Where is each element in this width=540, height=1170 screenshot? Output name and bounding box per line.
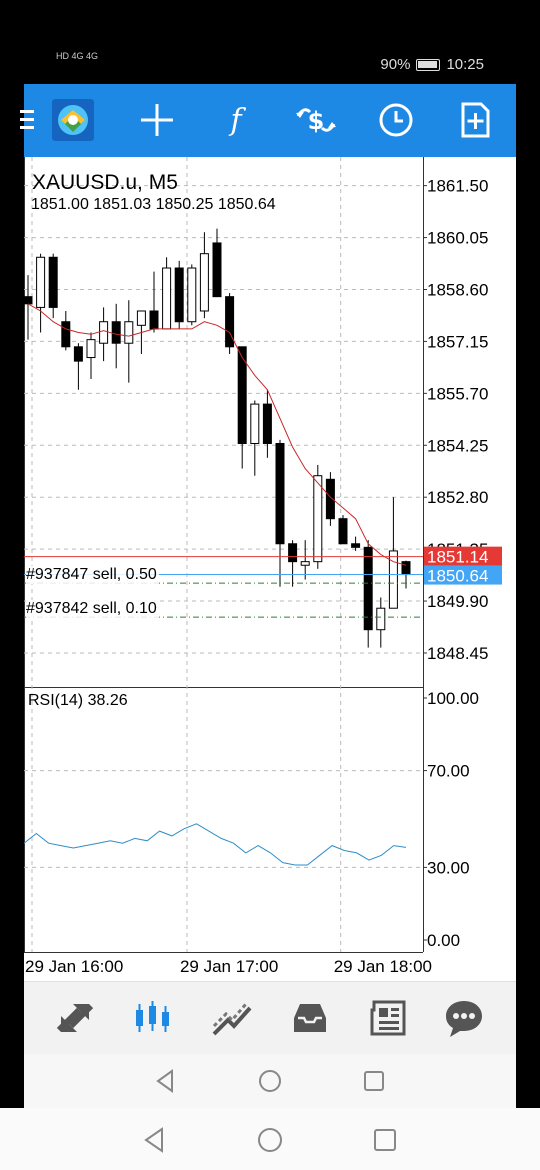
ask-price-box xyxy=(424,565,502,585)
candle-body xyxy=(325,478,335,520)
home-icon[interactable] xyxy=(255,1125,285,1155)
candle-body xyxy=(99,321,109,344)
news-tab-icon[interactable] xyxy=(366,996,410,1040)
candle-body xyxy=(86,339,96,359)
candle-body xyxy=(48,256,58,308)
candle-body xyxy=(237,346,247,444)
svg-text:f: f xyxy=(228,103,246,138)
period-icon[interactable] xyxy=(374,98,418,142)
candle-body xyxy=(199,253,209,312)
time-tick-label: 29 Jan 16:00 xyxy=(25,957,123,976)
system-nav-inner xyxy=(24,1054,516,1108)
recents-icon[interactable] xyxy=(370,1125,400,1155)
candle-body xyxy=(388,550,398,609)
candle-body xyxy=(174,267,184,323)
indicators-icon[interactable]: f xyxy=(214,98,258,142)
top-toolbar: f $ xyxy=(20,84,516,157)
candle-body xyxy=(401,561,411,576)
rsi-tick-label: 100.00 xyxy=(427,689,479,708)
candle-body xyxy=(187,267,197,323)
candle-body xyxy=(363,546,373,631)
moving-average-line xyxy=(27,303,407,566)
rsi-tick-label: 70.00 xyxy=(427,762,470,781)
chat-tab-icon[interactable] xyxy=(442,996,486,1040)
ask-price-label: 1850.64 xyxy=(427,567,488,586)
battery-percent: 90% xyxy=(380,56,411,73)
price-tick-label: 1858.60 xyxy=(427,281,488,300)
candle-body xyxy=(36,256,46,308)
price-tick-label: 1848.45 xyxy=(427,644,488,663)
trade-tab-icon[interactable] xyxy=(210,996,254,1040)
rsi-tick-label: 0.00 xyxy=(427,931,460,950)
rsi-label: RSI(14) 38.26 xyxy=(28,692,128,709)
crosshair-icon[interactable] xyxy=(135,98,179,142)
home-icon[interactable] xyxy=(256,1067,284,1095)
order-label[interactable]: #937842 sell, 0.10 xyxy=(26,600,159,619)
symbol-title: XAUUSD.u, M5 xyxy=(32,171,178,194)
history-tab-icon[interactable] xyxy=(288,996,332,1040)
time-tick-label: 29 Jan 17:00 xyxy=(180,957,278,976)
ohlc-values: 1851.00 1851.03 1850.25 1850.64 xyxy=(31,196,276,213)
candle-body xyxy=(149,310,159,330)
price-chart[interactable]: 1861.50 1860.05 1858.60 1857.15 1855.70 1854.… xyxy=(24,157,516,981)
bid-price-box xyxy=(424,546,502,566)
candle-body xyxy=(73,346,83,362)
price-tick-label: 1860.05 xyxy=(427,229,488,248)
candle-body xyxy=(313,475,323,563)
candle-body xyxy=(262,403,272,444)
candle-body xyxy=(250,403,260,444)
rsi-tick-label: 30.00 xyxy=(427,858,470,877)
status-bar: HD 4G 4G 90% 10:25 xyxy=(0,0,540,84)
candle-body xyxy=(61,321,71,348)
time-tick-label: 29 Jan 18:00 xyxy=(334,957,432,976)
candle-body xyxy=(111,321,121,344)
system-nav-outer xyxy=(0,1108,540,1170)
back-icon[interactable] xyxy=(152,1067,180,1095)
mt-logo-icon[interactable] xyxy=(51,98,95,142)
chart-tab-icon[interactable] xyxy=(131,996,175,1040)
candle-body xyxy=(225,296,235,348)
quotes-icon[interactable] xyxy=(53,996,97,1040)
candle-body xyxy=(338,518,348,545)
status-right: 90% 10:25 xyxy=(380,56,484,73)
bid-price-label: 1851.14 xyxy=(427,548,488,567)
candle-body xyxy=(351,543,361,548)
clock: 10:25 xyxy=(446,56,484,73)
network-indicators: HD 4G 4G xyxy=(56,51,99,61)
price-tick-label: 1852.80 xyxy=(427,488,488,507)
price-tick-label: 1854.25 xyxy=(427,436,488,455)
candle-body xyxy=(212,242,222,298)
back-icon[interactable] xyxy=(140,1125,170,1155)
price-tick-label: 1855.70 xyxy=(427,384,488,403)
bottom-nav xyxy=(24,981,516,1054)
candle-body xyxy=(136,310,146,326)
candle-body xyxy=(24,296,33,305)
battery-icon xyxy=(416,58,441,71)
price-tick-label: 1849.90 xyxy=(427,592,488,611)
trade-icon[interactable]: $ xyxy=(294,98,338,142)
order-label[interactable]: #937847 sell, 0.50 xyxy=(26,566,159,585)
chart-area[interactable]: 1861.50 1860.05 1858.60 1857.15 1855.70 1854.… xyxy=(24,157,516,981)
app-window: f $ 1861.50 1860.05 1858.60 1857.15 1855.70 1… xyxy=(20,84,516,1108)
recents-icon[interactable] xyxy=(360,1067,388,1095)
svg-text:$: $ xyxy=(308,107,325,135)
rsi-line xyxy=(24,823,407,866)
price-tick-label: 1861.50 xyxy=(427,177,488,196)
candle-body xyxy=(376,607,386,631)
candle-body xyxy=(275,442,285,545)
candle-body xyxy=(162,267,172,330)
candle-body xyxy=(288,543,298,563)
candle-body xyxy=(124,321,134,344)
new-order-icon[interactable] xyxy=(453,98,497,142)
candle-body xyxy=(300,561,310,566)
menu-icon[interactable] xyxy=(16,98,60,142)
price-tick-label: 1857.15 xyxy=(427,332,488,351)
